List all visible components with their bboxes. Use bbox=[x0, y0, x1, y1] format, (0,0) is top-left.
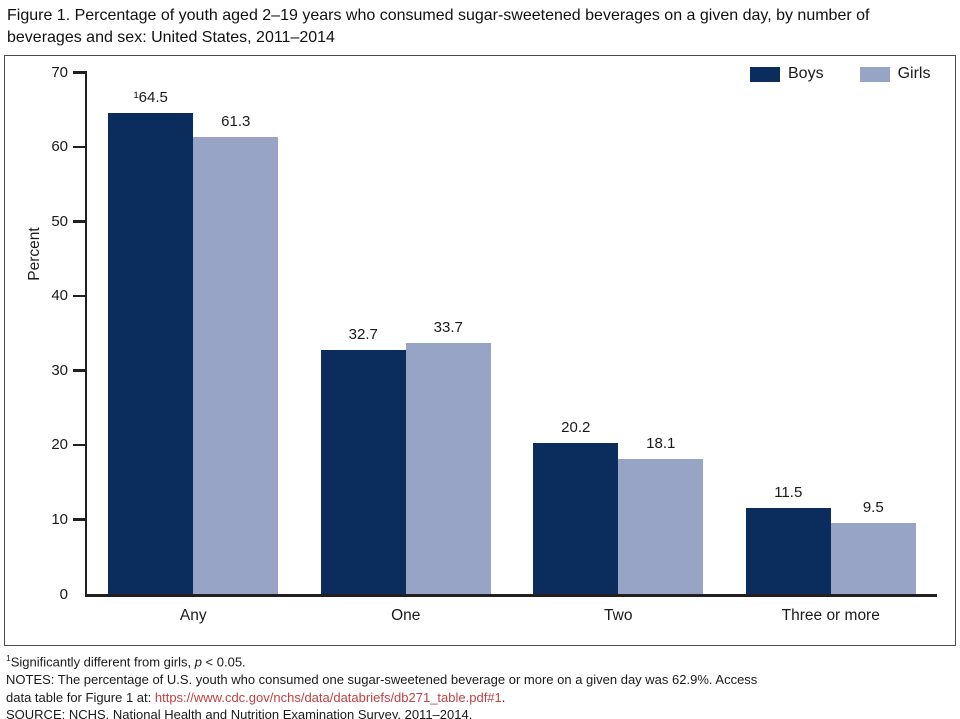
y-tick-30 bbox=[73, 369, 87, 372]
y-tick-60 bbox=[73, 145, 87, 149]
footnote-sup: 1 bbox=[6, 653, 11, 663]
y-tick-10 bbox=[73, 518, 87, 521]
x-axis-line bbox=[85, 594, 937, 597]
bar-boys-any bbox=[108, 113, 194, 594]
y-tick-label-0: 0 bbox=[59, 585, 68, 603]
figure-chart: 0 10 20 30 40 50 60 70 Percent ¹64.5 61.3 Any 32.7 33… bbox=[4, 55, 956, 646]
legend-swatch-boys bbox=[750, 66, 780, 82]
value-label-boys-any: ¹64.5 bbox=[133, 89, 168, 106]
bar-boys-three-or-more bbox=[745, 508, 831, 594]
bar-girls-any bbox=[193, 137, 279, 594]
y-tick-label-70: 70 bbox=[51, 63, 68, 81]
y-tick-40 bbox=[73, 294, 87, 298]
bar-girls-three-or-more bbox=[830, 523, 916, 594]
bar-girls-two bbox=[618, 459, 704, 594]
data-table-link[interactable]: https://www.cdc.gov/nchs/data/databriefs… bbox=[154, 689, 502, 705]
x-category-label-one: One bbox=[391, 607, 421, 624]
value-label-boys-three-or-more: 11.5 bbox=[774, 484, 803, 501]
legend-item-boys: Boys bbox=[750, 65, 824, 83]
value-label-girls-one: 33.7 bbox=[433, 319, 463, 336]
y-axis-line bbox=[85, 72, 87, 594]
footnote-notes-line1: NOTES: The percentage of U.S. youth who … bbox=[6, 671, 758, 687]
value-label-girls-two: 18.1 bbox=[646, 435, 676, 452]
y-tick-label-60: 60 bbox=[51, 138, 68, 156]
x-category-label-three-or-more: Three or more bbox=[781, 607, 880, 624]
x-category-label-any: Any bbox=[179, 607, 207, 624]
y-tick-label-50: 50 bbox=[51, 212, 68, 230]
legend-swatch-girls bbox=[859, 66, 890, 82]
footnote-significance: 1Significantly different from girls, p <… bbox=[6, 653, 246, 670]
y-tick-70 bbox=[73, 71, 87, 74]
legend-label-girls: Girls bbox=[897, 65, 931, 82]
y-tick-20 bbox=[73, 443, 87, 447]
value-label-girls-three-or-more: 9.5 bbox=[862, 499, 884, 516]
figure-title-line2: beverages and sex: United States, 2011–2… bbox=[7, 28, 335, 46]
y-tick-label-20: 20 bbox=[51, 436, 68, 454]
legend-label-boys: Boys bbox=[788, 65, 824, 82]
footnote-notes-line2: data table for Figure 1 at: https://www.… bbox=[6, 689, 506, 705]
bar-boys-one bbox=[320, 350, 406, 594]
y-axis-title: Percent bbox=[26, 227, 43, 281]
figure-title-line1: Figure 1. Percentage of youth aged 2–19 … bbox=[7, 7, 870, 24]
legend: Boys Girls bbox=[750, 65, 930, 83]
value-label-girls-any: 61.3 bbox=[221, 113, 251, 130]
figure-title: Figure 1. Percentage of youth aged 2–19 … bbox=[7, 5, 955, 48]
bar-boys-two bbox=[533, 443, 619, 594]
y-tick-label-40: 40 bbox=[51, 287, 68, 305]
plot-area: 0 10 20 30 40 50 60 70 Percent ¹64.5 61.3 Any 32.7 33… bbox=[5, 56, 955, 645]
footnotes: 1Significantly different from girls, p <… bbox=[6, 650, 954, 719]
value-label-boys-two: 20.2 bbox=[561, 419, 591, 436]
legend-item-girls: Girls bbox=[859, 65, 931, 83]
y-tick-label-30: 30 bbox=[51, 361, 68, 379]
bar-girls-one bbox=[405, 343, 491, 594]
y-tick-50 bbox=[73, 220, 87, 223]
y-tick-label-10: 10 bbox=[51, 510, 68, 528]
x-category-label-two: Two bbox=[604, 607, 633, 624]
footnote-source: SOURCE: NCHS, National Health and Nutrit… bbox=[6, 707, 473, 719]
value-label-boys-one: 32.7 bbox=[348, 326, 378, 343]
